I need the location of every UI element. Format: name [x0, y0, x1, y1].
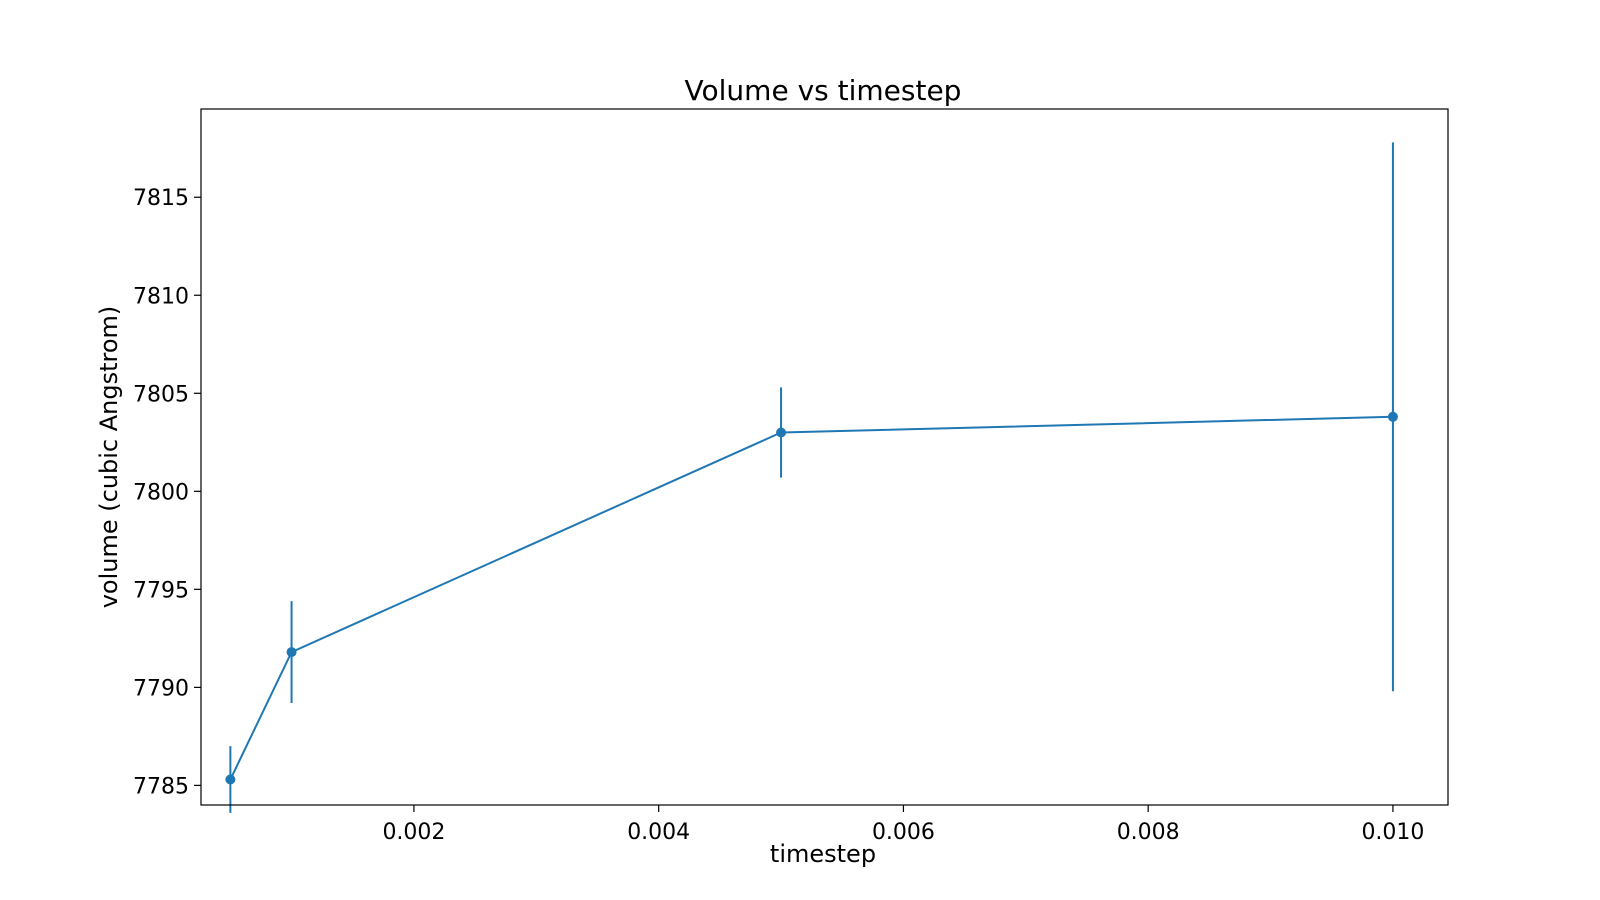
data-point	[286, 647, 297, 658]
y-tick-label: 7800	[133, 480, 189, 505]
y-tick-label: 7785	[133, 774, 189, 799]
data-point	[776, 427, 787, 438]
x-axis: 0.002 0.004 0.006 0.008 0.010	[382, 805, 1424, 845]
plot-marks	[225, 142, 1398, 813]
data-point	[225, 774, 236, 785]
y-axis-label: volume (cubic Angstrom)	[95, 306, 123, 609]
series-line	[229, 415, 1393, 780]
x-tick-label: 0.010	[1361, 820, 1424, 845]
y-tick-label: 7805	[133, 382, 189, 407]
data-point	[1387, 411, 1398, 422]
x-axis-label: timestep	[770, 840, 876, 868]
x-tick-label: 0.006	[872, 820, 935, 845]
plot-frame	[200, 108, 1449, 806]
chart-title: Volume vs timestep	[685, 74, 962, 107]
y-tick-label: 7815	[133, 186, 189, 211]
x-tick-label: 0.002	[382, 820, 445, 845]
x-tick-label: 0.004	[627, 820, 690, 845]
y-axis: 7785 7790 7795 7800 7805 7810 7815	[133, 186, 201, 799]
y-tick-label: 7810	[133, 284, 189, 309]
y-tick-label: 7795	[133, 578, 189, 603]
y-tick-label: 7790	[133, 676, 189, 701]
x-tick-label: 0.008	[1117, 820, 1180, 845]
